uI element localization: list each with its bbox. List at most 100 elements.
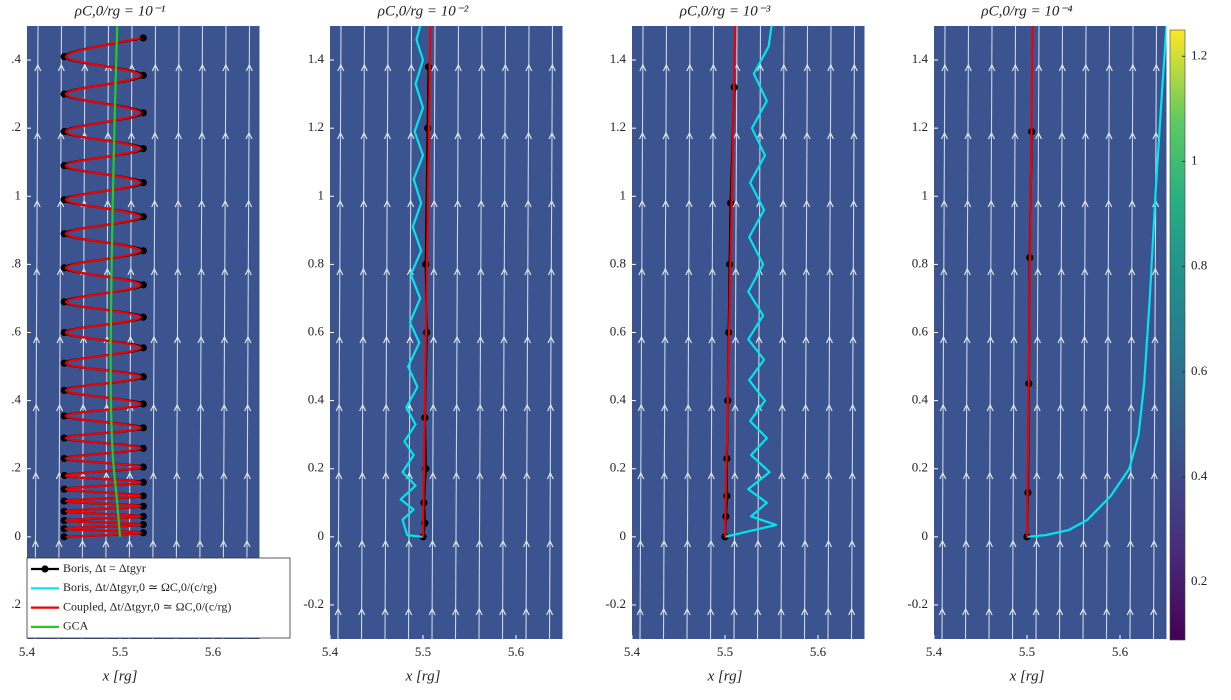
series-marker — [60, 386, 68, 394]
streamline-arrow — [1151, 335, 1159, 344]
streamline-arrow — [477, 267, 485, 276]
streamline-arrow — [1103, 471, 1111, 480]
streamline-arrow — [546, 539, 554, 548]
streamline-arrow — [1033, 403, 1041, 412]
streamline-arrow — [1057, 267, 1065, 276]
streamline-arrow — [849, 267, 857, 276]
streamline-arrow — [478, 63, 486, 72]
streamline — [1152, 26, 1158, 639]
streamline-arrow — [336, 131, 344, 140]
streamline-arrow — [1009, 539, 1017, 548]
streamline-arrow — [197, 403, 205, 412]
streamline-arrow — [196, 471, 204, 480]
streamline-arrow — [686, 63, 694, 72]
series-marker — [139, 344, 147, 352]
streamline-arrow — [172, 539, 180, 548]
streamline-arrow — [335, 403, 343, 412]
streamline-arrow — [197, 267, 205, 276]
streamline-arrow — [684, 403, 692, 412]
y-tick-label: 1 — [318, 187, 325, 202]
series-marker — [422, 260, 430, 268]
y-tick-label: .8 — [11, 255, 21, 270]
streamline-arrow — [174, 267, 182, 276]
series-marker — [139, 520, 147, 529]
streamline-arrow — [777, 607, 785, 616]
streamline-arrow — [454, 131, 462, 140]
series-marker — [139, 145, 147, 153]
streamline-arrow — [779, 199, 787, 208]
streamline-arrow — [34, 63, 42, 72]
streamline-arrow — [104, 199, 112, 208]
streamline-arrow — [708, 335, 716, 344]
streamline-arrow — [850, 199, 858, 208]
streamline-arrow — [475, 607, 483, 616]
y-tick-label: 0.8 — [912, 255, 928, 270]
streamline-arrow — [731, 335, 739, 344]
streamline — [57, 26, 63, 639]
streamline-arrow — [638, 267, 646, 276]
streamline-arrow — [197, 335, 205, 344]
series-marker — [139, 247, 147, 255]
streamline-arrow — [964, 63, 972, 72]
streamline-arrow — [1150, 607, 1158, 616]
streamline-arrow — [850, 131, 858, 140]
streamline-arrow — [1010, 267, 1018, 276]
series-marker — [60, 471, 68, 480]
streamline-arrow — [685, 131, 693, 140]
streamline-arrow — [825, 403, 833, 412]
streamline-arrow — [1009, 607, 1017, 616]
streamline — [245, 26, 251, 639]
streamline-arrow — [501, 131, 509, 140]
streamline — [988, 26, 993, 639]
streamline-arrow — [546, 471, 554, 480]
streamline-arrow — [756, 131, 764, 140]
streamline-arrow — [406, 335, 414, 344]
streamline — [384, 26, 389, 639]
y-tick-label: 0.6 — [912, 323, 929, 338]
streamline-arrow — [986, 471, 994, 480]
streamline-arrow — [360, 131, 368, 140]
y-tick-label: 0.2 — [308, 460, 324, 475]
streamline-arrow — [56, 335, 64, 344]
streamline-arrow — [824, 607, 832, 616]
series-marker — [139, 34, 147, 42]
streamline-arrow — [430, 199, 438, 208]
y-tick-label: 0.4 — [308, 392, 325, 407]
streamline-arrow — [336, 199, 344, 208]
y-tick-label: 1 — [620, 187, 627, 202]
streamline-arrow — [803, 63, 811, 72]
streamline-arrow — [430, 267, 438, 276]
streamline-arrow — [245, 131, 253, 140]
series-marker — [1023, 533, 1031, 541]
y-tick-label: .4 — [11, 392, 21, 407]
streamline-arrow — [104, 63, 112, 72]
streamline-arrow — [987, 267, 995, 276]
streamline — [501, 26, 507, 639]
streamline-arrow — [360, 199, 368, 208]
streamline-arrow — [1034, 199, 1042, 208]
streamline-arrow — [173, 471, 181, 480]
streamline-arrow — [1056, 607, 1064, 616]
streamline-arrow — [151, 131, 159, 140]
y-tick-label: 0 — [922, 528, 929, 543]
streamline-arrow — [150, 403, 158, 412]
streamline — [360, 26, 366, 639]
streamline-arrow — [684, 335, 692, 344]
streamline — [964, 26, 970, 639]
streamline-arrow — [407, 63, 415, 72]
streamline-arrow — [428, 607, 436, 616]
streamline-arrow — [337, 63, 345, 72]
streamline-arrow — [755, 403, 763, 412]
streamline — [803, 26, 809, 639]
series-marker — [139, 463, 147, 471]
series-marker — [139, 444, 147, 452]
streamline-arrow — [803, 131, 811, 140]
streamline-arrow — [547, 267, 555, 276]
streamline-arrow — [1103, 607, 1111, 616]
series-marker — [139, 213, 147, 221]
y-tick-label: 0.2 — [610, 460, 626, 475]
streamline-arrow — [430, 131, 438, 140]
streamline-arrow — [1033, 335, 1041, 344]
series-marker — [60, 525, 68, 533]
